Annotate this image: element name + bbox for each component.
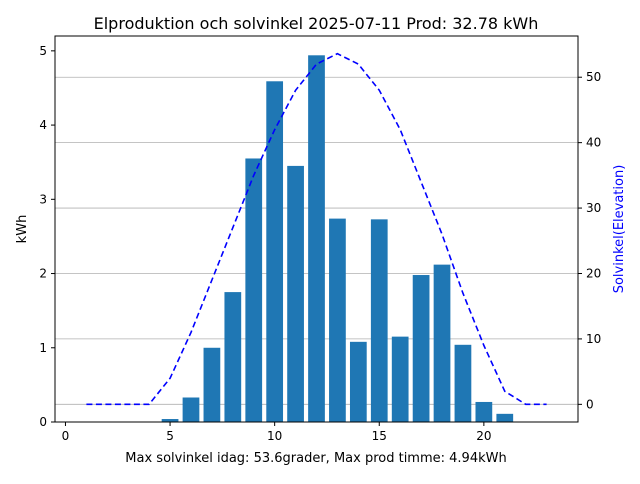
y2-tick-label: 50 [586, 70, 601, 84]
bar [308, 55, 325, 423]
bar [370, 219, 388, 422]
y2-tick-label: 30 [586, 201, 601, 215]
bar [224, 292, 242, 422]
y-tick-label: 5 [39, 44, 47, 58]
bar [245, 158, 263, 422]
y-tick-label: 3 [39, 192, 47, 206]
plot-frame [54, 35, 579, 423]
x-tick-label: 5 [166, 429, 174, 443]
y2-tick-label: 0 [586, 397, 594, 411]
x-tick-label: 10 [267, 429, 282, 443]
chart-title: Elproduktion och solvinkel 2025-07-11 Pr… [94, 14, 539, 33]
bar [454, 344, 472, 422]
bar [287, 165, 304, 422]
bar [203, 347, 221, 422]
x-tick-label: 15 [372, 429, 387, 443]
y2-tick-label: 20 [586, 266, 601, 280]
bar [433, 264, 451, 422]
y-tick-label: 4 [39, 118, 47, 132]
x-axis-label: Max solvinkel idag: 53.6grader, Max prod… [125, 451, 506, 466]
bar [391, 336, 409, 422]
x-tick-label: 0 [62, 429, 70, 443]
elevation-line [86, 52, 547, 406]
bar-layer [161, 55, 514, 423]
x-tick-label: 20 [476, 429, 491, 443]
bar [412, 275, 430, 422]
bar [496, 413, 514, 422]
y-axis-label: kWh [15, 215, 30, 244]
line-layer [86, 52, 547, 406]
bar [475, 401, 493, 422]
y-tick-label: 1 [39, 341, 47, 355]
y2-tick-label: 40 [586, 136, 601, 150]
bar [329, 218, 346, 422]
bar [266, 81, 284, 423]
bar [161, 419, 179, 422]
bar [182, 397, 200, 422]
y-tick-label: 0 [39, 415, 47, 429]
y-tick-label: 2 [39, 267, 47, 281]
y2-axis-label: Solvinkel(Elevation) [612, 165, 627, 294]
bar [349, 341, 367, 422]
y2-tick-label: 10 [586, 332, 601, 346]
